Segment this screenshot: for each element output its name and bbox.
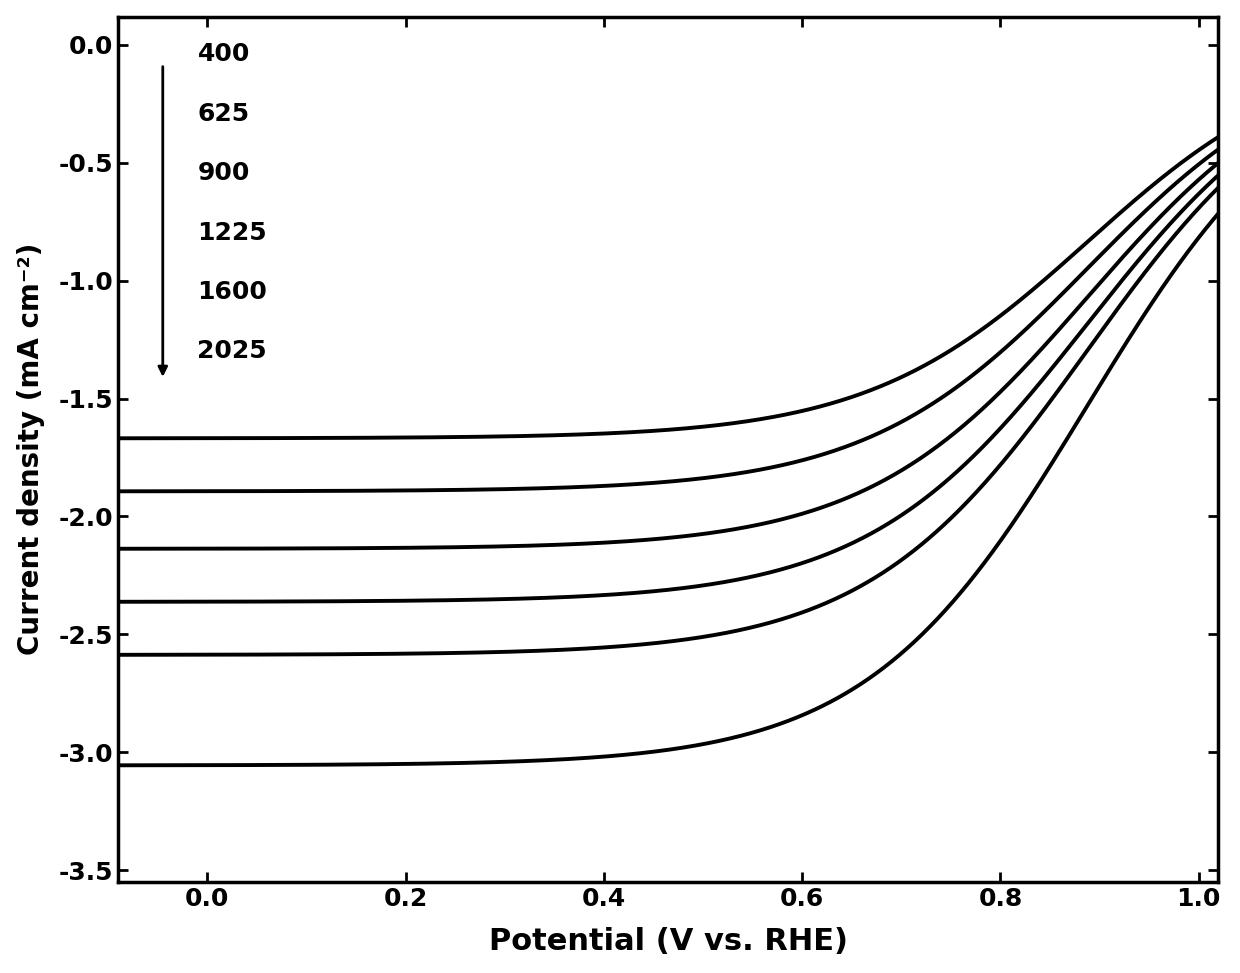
X-axis label: Potential (V vs. RHE): Potential (V vs. RHE) [489,927,848,956]
Text: 625: 625 [197,102,249,126]
Text: 1600: 1600 [197,280,268,304]
Y-axis label: Current density (mA cm⁻²): Current density (mA cm⁻²) [16,243,45,656]
Text: 1225: 1225 [197,221,267,244]
Text: 400: 400 [197,43,249,66]
Text: 2025: 2025 [197,340,267,363]
Text: 900: 900 [197,162,249,185]
